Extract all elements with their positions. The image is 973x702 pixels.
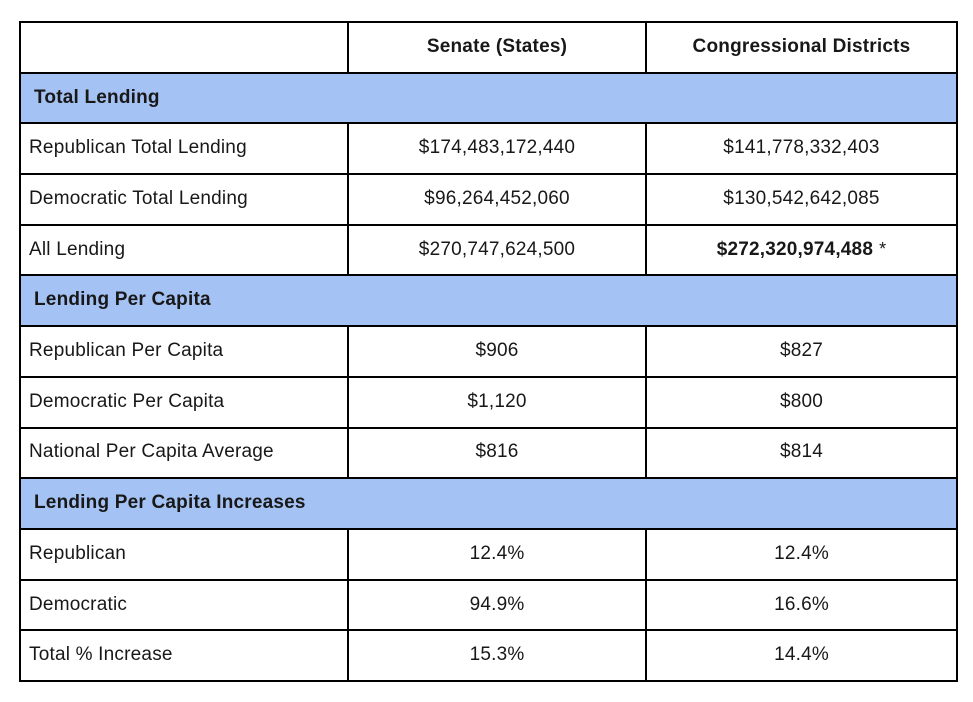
senate-value: $816 bbox=[347, 426, 647, 480]
congressional-value: $814 bbox=[645, 426, 958, 480]
table-row-total: Total % Increase 15.3% 14.4% bbox=[19, 629, 958, 682]
congressional-value: $130,542,642,085 bbox=[645, 173, 958, 226]
congressional-value: $827 bbox=[645, 325, 958, 378]
footnote-marker: * bbox=[879, 238, 887, 259]
row-label: Republican Per Capita bbox=[19, 325, 349, 378]
table-row: Democratic Per Capita $1,120 $800 bbox=[19, 375, 958, 429]
senate-value: $270,747,624,500 bbox=[347, 223, 647, 277]
congressional-value: $272,320,974,488 * bbox=[645, 223, 958, 277]
senate-value: $1,120 bbox=[347, 375, 647, 429]
row-label: Republican Total Lending bbox=[19, 122, 349, 176]
row-label: National Per Capita Average bbox=[19, 426, 349, 480]
senate-value: 15.3% bbox=[347, 629, 647, 682]
section-header-lending-per-capita: Lending Per Capita bbox=[19, 274, 958, 328]
congressional-value: $141,778,332,403 bbox=[645, 122, 958, 176]
senate-value: $96,264,452,060 bbox=[347, 173, 647, 226]
corner-cell bbox=[19, 21, 349, 74]
column-header-congressional: Congressional Districts bbox=[645, 21, 958, 74]
congressional-value-text: $272,320,974,488 bbox=[716, 238, 874, 260]
congressional-value: 14.4% bbox=[645, 629, 958, 682]
table-row: Republican 12.4% 12.4% bbox=[19, 527, 958, 581]
senate-value: 94.9% bbox=[347, 578, 647, 632]
row-label: Democratic Per Capita bbox=[19, 375, 349, 429]
congressional-value: 12.4% bbox=[645, 527, 958, 581]
senate-value: $174,483,172,440 bbox=[347, 122, 647, 176]
table-row: Democratic 94.9% 16.6% bbox=[19, 578, 958, 632]
congressional-value: 16.6% bbox=[645, 578, 958, 632]
table-header-row: Senate (States) Congressional Districts bbox=[19, 21, 958, 74]
section-header-label: Lending Per Capita Increases bbox=[19, 477, 958, 530]
table-row: Republican Total Lending $174,483,172,44… bbox=[19, 122, 958, 176]
section-header-total-lending: Total Lending bbox=[19, 71, 958, 125]
congressional-value: $800 bbox=[645, 375, 958, 429]
section-header-label: Lending Per Capita bbox=[19, 274, 958, 328]
table-row: Democratic Total Lending $96,264,452,060… bbox=[19, 173, 958, 226]
senate-value: 12.4% bbox=[347, 527, 647, 581]
row-label: Total % Increase bbox=[19, 629, 349, 682]
row-label: All Lending bbox=[19, 223, 349, 277]
table-row-total: All Lending $270,747,624,500 $272,320,97… bbox=[19, 223, 958, 277]
section-header-lending-per-capita-increases: Lending Per Capita Increases bbox=[19, 477, 958, 530]
section-header-label: Total Lending bbox=[19, 71, 958, 125]
lending-table: Senate (States) Congressional Districts … bbox=[19, 21, 958, 682]
row-label: Democratic Total Lending bbox=[19, 173, 349, 226]
table-row: Republican Per Capita $906 $827 bbox=[19, 325, 958, 378]
table-row-total: National Per Capita Average $816 $814 bbox=[19, 426, 958, 480]
senate-value: $906 bbox=[347, 325, 647, 378]
column-header-senate: Senate (States) bbox=[347, 21, 647, 74]
row-label: Republican bbox=[19, 527, 349, 581]
row-label: Democratic bbox=[19, 578, 349, 632]
